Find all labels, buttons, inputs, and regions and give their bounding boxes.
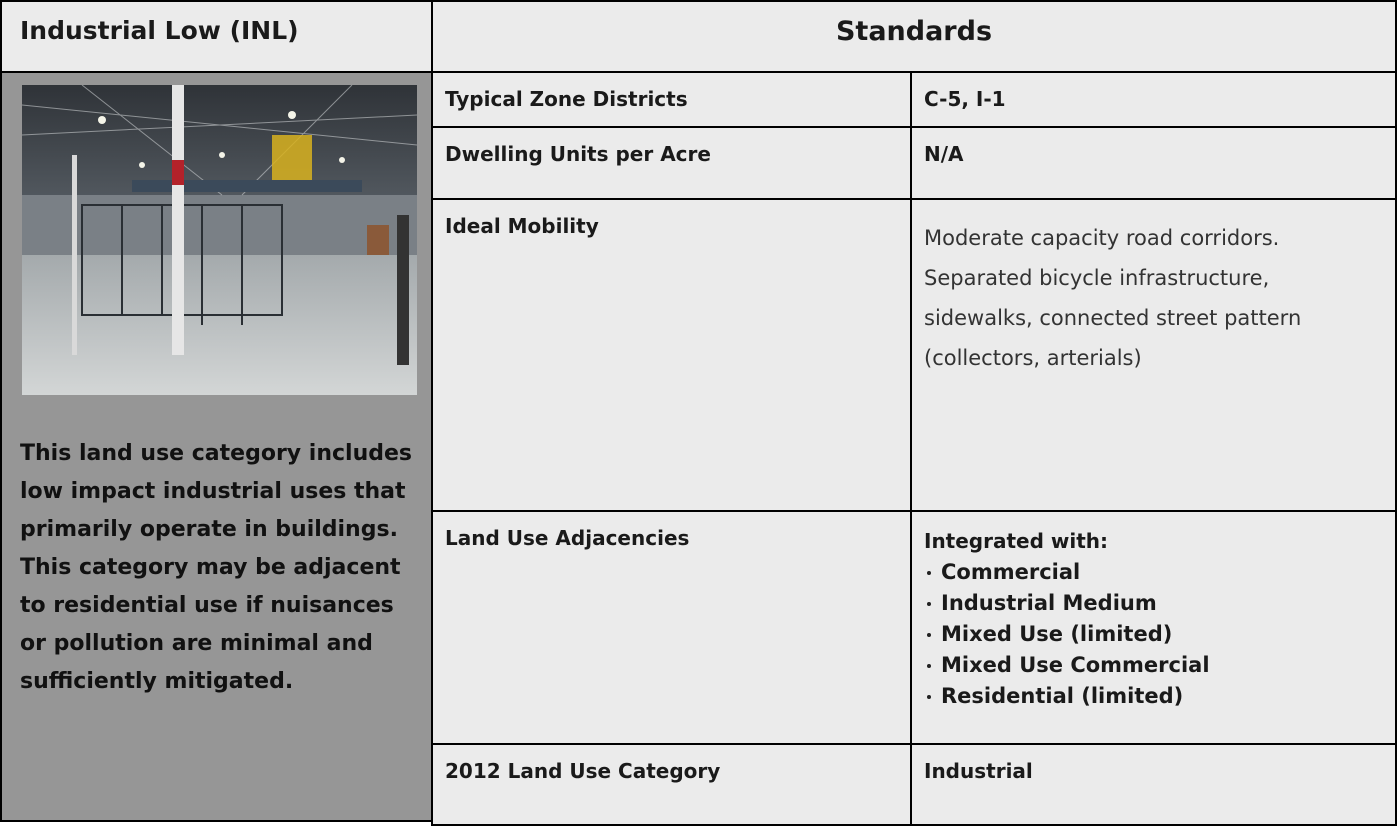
adjacency-text: Mixed Use Commercial xyxy=(941,653,1210,677)
value-text: Moderate capacity road corridors. Separa… xyxy=(924,226,1302,370)
row-value: Integrated with: Commercial Industrial Med… xyxy=(910,510,1397,745)
bullet xyxy=(927,632,931,637)
row-label: Typical Zone Districts xyxy=(431,71,912,128)
adjacency-text: Industrial Medium xyxy=(941,591,1157,615)
category-description: This land use category includes low impa… xyxy=(20,441,413,694)
category-panel: This land use category includes low impa… xyxy=(0,71,433,822)
bullet xyxy=(927,694,931,699)
value-text: N/A xyxy=(924,142,964,166)
adjacency-text: Mixed Use (limited) xyxy=(941,622,1173,646)
category-title: Industrial Low (INL) xyxy=(0,0,433,73)
standards-header: Standards xyxy=(431,0,1397,73)
adjacency-item: Residential (limited) xyxy=(924,681,1395,712)
row-label: 2012 Land Use Category xyxy=(431,743,912,826)
row-label: Land Use Adjacencies xyxy=(431,510,912,745)
adjacency-item: Commercial xyxy=(924,557,1395,588)
adjacency-item: Industrial Medium xyxy=(924,588,1395,619)
value-text: Industrial xyxy=(924,759,1033,783)
bullet xyxy=(927,663,931,668)
value-text: C-5, I-1 xyxy=(924,87,1006,111)
row-value: Moderate capacity road corridors. Separa… xyxy=(910,198,1397,512)
adjacency-item: Mixed Use (limited) xyxy=(924,619,1395,650)
row-label: Ideal Mobility xyxy=(431,198,912,512)
row-value: N/A xyxy=(910,126,1397,200)
bullet xyxy=(927,570,931,575)
row-value: Industrial xyxy=(910,743,1397,826)
bullet xyxy=(927,601,931,606)
adjacency-text: Residential (limited) xyxy=(941,684,1184,708)
adjacency-heading: Integrated with: xyxy=(924,529,1109,553)
row-label: Dwelling Units per Acre xyxy=(431,126,912,200)
row-value: C-5, I-1 xyxy=(910,71,1397,128)
adjacency-item: Mixed Use Commercial xyxy=(924,650,1395,681)
adjacency-text: Commercial xyxy=(941,560,1081,584)
warehouse-photo xyxy=(22,85,417,395)
